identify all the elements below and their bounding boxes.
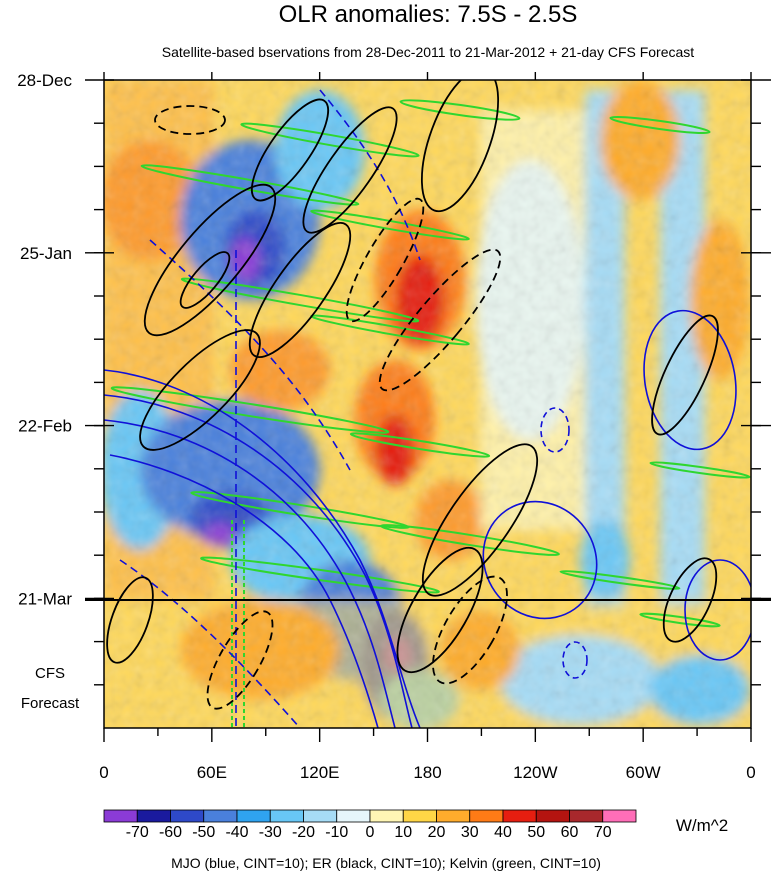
- colorbar-swatch: [535, 809, 570, 823]
- colorbar-swatch: [436, 809, 471, 823]
- y-tick-label: 22-Feb: [18, 417, 72, 436]
- colorbar-tick-label: 40: [494, 824, 512, 841]
- colorbar-tick-label: -70: [126, 824, 149, 841]
- colorbar-tick-label: 50: [527, 824, 545, 841]
- x-tick-label: 60E: [197, 763, 227, 782]
- er-contours: [106, 80, 719, 710]
- chart-title: OLR anomalies: 7.5S - 2.5S: [279, 1, 578, 28]
- colorbar-swatch: [569, 809, 604, 823]
- x-axis-tick-labels: 0 60E 120E 180 120W 60W 0: [99, 763, 755, 782]
- colorbar-swatch: [103, 809, 138, 823]
- colorbar-tick-label: 20: [428, 824, 446, 841]
- x-tick-label: 120W: [513, 763, 557, 782]
- colorbar-tick-label: -50: [192, 824, 215, 841]
- colorbar-tick-label: 60: [561, 824, 579, 841]
- colorbar-swatch: [336, 809, 371, 823]
- x-tick-label: 0: [746, 763, 755, 782]
- colorbar: [103, 809, 637, 823]
- forecast-label-line1: CFS: [35, 665, 65, 682]
- colorbar-tick-label: 0: [366, 824, 375, 841]
- y-tick-label: 25-Jan: [20, 244, 72, 263]
- colorbar-swatch: [469, 809, 504, 823]
- colorbar-swatch: [402, 809, 437, 823]
- heatmap-field: [104, 80, 751, 728]
- colorbar-tick-label: -20: [292, 824, 315, 841]
- colorbar-tick-labels: -70 -60 -50 -40 -30 -20 -10 0 10 20 30 40 50 60 70: [126, 824, 612, 841]
- colorbar-units: W/m^2: [676, 816, 728, 835]
- x-tick-label: 180: [413, 763, 441, 782]
- forecast-label-line2: Forecast: [21, 695, 80, 712]
- y-tick-label: 28-Dec: [17, 71, 72, 90]
- colorbar-swatch: [203, 809, 238, 823]
- colorbar-tick-label: 10: [394, 824, 412, 841]
- colorbar-tick-label: -40: [225, 824, 248, 841]
- x-tick-label: 120E: [300, 763, 340, 782]
- contour-overlays: [104, 80, 751, 728]
- colorbar-swatch: [236, 809, 271, 823]
- colorbar-swatch: [136, 809, 171, 823]
- colorbar-swatch: [602, 809, 637, 823]
- x-tick-label: 60W: [626, 763, 661, 782]
- overlay-legend-text: MJO (blue, CINT=10); ER (black, CINT=10)…: [171, 855, 601, 871]
- colorbar-tick-label: 70: [594, 824, 612, 841]
- colorbar-tick-label: -30: [259, 824, 282, 841]
- colorbar-swatch: [170, 809, 205, 823]
- mjo-contours: [104, 89, 751, 728]
- colorbar-tick-label: -60: [159, 824, 182, 841]
- colorbar-swatch: [269, 809, 304, 823]
- colorbar-tick-label: 30: [461, 824, 479, 841]
- y-tick-label: 21-Mar: [18, 589, 72, 608]
- colorbar-swatch: [303, 809, 338, 823]
- y-axis-tick-labels: 28-Dec 25-Jan 22-Feb 21-Mar: [17, 71, 72, 608]
- colorbar-swatch: [369, 809, 404, 823]
- x-tick-label: 0: [99, 763, 108, 782]
- axis-ticks: [85, 72, 771, 742]
- colorbar-tick-label: -10: [325, 824, 348, 841]
- colorbar-swatch: [502, 809, 537, 823]
- chart-subtitle: Satellite-based bservations from 28-Dec-…: [162, 44, 694, 60]
